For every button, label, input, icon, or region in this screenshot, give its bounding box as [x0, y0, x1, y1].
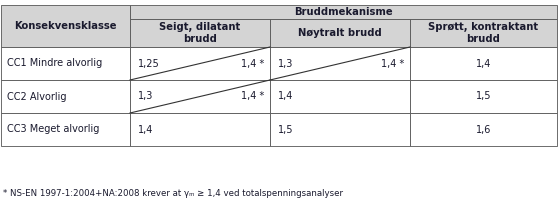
- Bar: [130, 19, 270, 47]
- Text: 1,5: 1,5: [476, 92, 491, 102]
- Bar: [1, 113, 130, 146]
- Text: CC2 Alvorlig: CC2 Alvorlig: [7, 92, 67, 102]
- Text: 1,5: 1,5: [278, 124, 293, 134]
- Bar: [270, 113, 410, 146]
- Bar: [410, 47, 557, 80]
- Text: 1,3: 1,3: [278, 59, 293, 69]
- Text: Sprøtt, kontraktant
brudd: Sprøtt, kontraktant brudd: [428, 22, 538, 44]
- Bar: [410, 113, 557, 146]
- Text: * NS-EN 1997-1:2004+NA:2008 krever at γₘ ≥ 1,4 ved totalspenningsanalyser: * NS-EN 1997-1:2004+NA:2008 krever at γₘ…: [3, 189, 343, 198]
- Text: CC1 Mindre alvorlig: CC1 Mindre alvorlig: [7, 59, 102, 69]
- Text: Konsekvensklasse: Konsekvensklasse: [14, 21, 117, 31]
- Text: 1,3: 1,3: [138, 92, 153, 102]
- Bar: [270, 19, 410, 47]
- Bar: [1, 80, 130, 113]
- Bar: [130, 113, 270, 146]
- Text: Bruddmekanisme: Bruddmekanisme: [294, 7, 393, 17]
- Bar: [410, 80, 557, 113]
- Bar: [410, 19, 557, 47]
- Bar: [270, 47, 410, 80]
- Text: 1,4: 1,4: [476, 59, 491, 69]
- Bar: [130, 80, 270, 113]
- Text: 1,4: 1,4: [138, 124, 153, 134]
- Text: 1,25: 1,25: [138, 59, 160, 69]
- Text: 1,4 *: 1,4 *: [241, 59, 264, 69]
- Bar: [1, 47, 130, 80]
- Bar: [1, 5, 130, 47]
- Text: Seigt, dilatant
brudd: Seigt, dilatant brudd: [159, 22, 240, 44]
- Text: 1,4: 1,4: [278, 92, 293, 102]
- Text: 1,6: 1,6: [476, 124, 491, 134]
- Text: CC3 Meget alvorlig: CC3 Meget alvorlig: [7, 124, 100, 134]
- Text: 1,4 *: 1,4 *: [381, 59, 404, 69]
- Text: 1,4 *: 1,4 *: [241, 92, 264, 102]
- Bar: [130, 47, 270, 80]
- Text: Nøytralt brudd: Nøytralt brudd: [298, 28, 382, 38]
- Bar: [130, 5, 557, 19]
- Bar: [270, 80, 410, 113]
